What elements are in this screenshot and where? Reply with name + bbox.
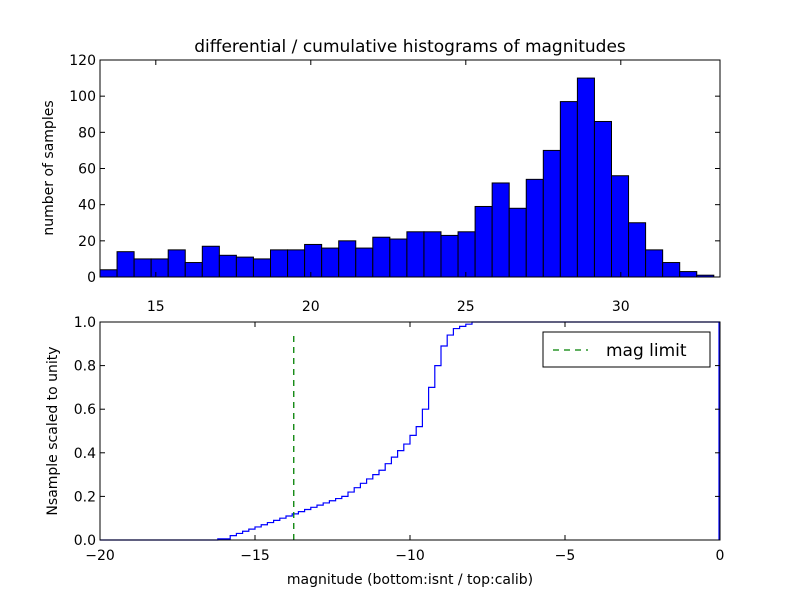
y-tick-label: 0.4: [74, 446, 96, 462]
x-tick-label: 20: [302, 299, 320, 315]
top-bars-group: [99, 77, 715, 278]
y-tick-label: 20: [78, 234, 96, 250]
y-tick-label: 60: [78, 162, 96, 178]
histogram-bar: [576, 77, 595, 278]
x-tick-label: −5: [555, 548, 576, 564]
histogram-bar: [304, 243, 323, 278]
histogram-bar: [150, 258, 169, 278]
x-tick-label: −10: [395, 548, 425, 564]
top-chart-title: differential / cumulative histograms of …: [194, 37, 626, 57]
y-tick-label: 1.0: [74, 315, 96, 331]
histogram-bar: [201, 245, 220, 278]
bottom-lines-group: [100, 321, 720, 541]
x-tick-label: 0: [716, 548, 725, 564]
histogram-bar: [287, 249, 306, 278]
y-tick-label: 0: [87, 270, 96, 286]
bottom-cumulative-panel: Nsample scaled to unity magnitude (botto…: [45, 315, 724, 588]
top-y-axis-label: number of samples: [41, 100, 57, 235]
histogram-bar: [270, 249, 289, 278]
bottom-x-axis-label: magnitude (bottom:isnt / top:calib): [287, 572, 533, 588]
bottom-y-axis-label: Nsample scaled to unity: [45, 346, 61, 515]
histogram-bar: [423, 231, 442, 278]
legend: mag limit: [542, 331, 711, 368]
y-tick-label: 0.2: [74, 489, 96, 505]
y-tick-label: 0.0: [74, 533, 96, 549]
histogram-bar: [662, 262, 681, 278]
x-tick-label: 25: [457, 299, 475, 315]
bottom-y-ticks: 0.0 0.2 0.4 0.6 0.8 1.0: [74, 315, 720, 549]
x-tick-label: −15: [240, 548, 270, 564]
histogram-bar: [593, 120, 613, 278]
histogram-bar: [628, 222, 647, 278]
legend-mag-limit-label: mag limit: [606, 341, 687, 361]
y-tick-label: 0.6: [74, 402, 96, 418]
histogram-bar: [389, 238, 408, 278]
histogram-bar: [440, 234, 459, 278]
cumulative-step-line: [100, 321, 720, 541]
y-tick-label: 120: [69, 53, 96, 69]
histogram-bar: [99, 269, 118, 278]
bottom-x-ticks: −20 −15 −10 −5 0: [85, 322, 724, 564]
top-x-ticks: 15 20 25 30: [147, 60, 630, 315]
top-histogram-panel: differential / cumulative histograms of …: [41, 37, 721, 315]
histogram-bar: [645, 249, 664, 278]
histogram-bar: [372, 236, 391, 278]
legend-box: [542, 331, 711, 368]
y-tick-label: 40: [78, 198, 96, 214]
y-tick-label: 100: [69, 89, 96, 105]
histogram-bar: [474, 205, 493, 278]
x-tick-label: 15: [147, 299, 165, 315]
histogram-bar: [252, 258, 271, 278]
histogram-bar: [167, 249, 186, 278]
y-tick-label: 0.8: [74, 359, 96, 375]
histogram-bar: [321, 247, 340, 278]
x-tick-label: −20: [85, 548, 115, 564]
histogram-bar: [457, 231, 476, 278]
x-tick-label: 30: [612, 299, 630, 315]
histogram-bar: [355, 247, 374, 278]
histogram-bar: [235, 256, 254, 278]
histogram-bar: [116, 251, 135, 278]
histogram-bar: [491, 182, 510, 278]
histogram-bar: [611, 175, 630, 278]
histogram-bar: [559, 101, 578, 278]
histogram-bar: [508, 207, 527, 278]
histogram-bar: [133, 258, 152, 278]
histogram-bar: [525, 178, 544, 278]
histogram-bar: [406, 231, 425, 278]
y-tick-label: 80: [78, 125, 96, 141]
histogram-bar: [184, 262, 203, 278]
histogram-bar: [218, 254, 237, 278]
top-y-ticks: 0 20 40 60 80 100 120: [69, 53, 720, 286]
histogram-bar: [679, 271, 698, 278]
histogram-bar: [338, 240, 357, 278]
histogram-bar: [542, 149, 561, 278]
